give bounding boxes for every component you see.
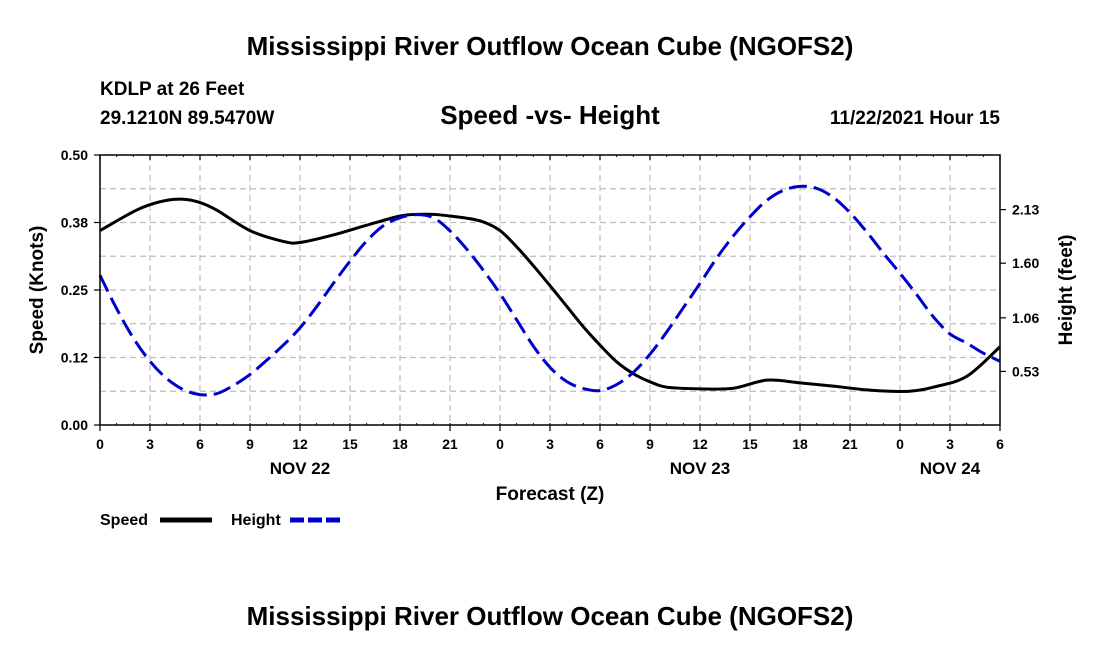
series-layer: [98, 184, 1002, 397]
footer-title: Mississippi River Outflow Ocean Cube (NG…: [247, 601, 854, 631]
legend-speed-label: Speed: [100, 512, 148, 529]
y-left-tick-label: 0.12: [61, 350, 88, 366]
x-tick-label: 0: [896, 436, 904, 452]
grid: [100, 155, 1000, 425]
coordinates-label: 29.1210N 89.5470W: [100, 108, 274, 129]
x-tick-label: 9: [246, 436, 254, 452]
y-right-tick-label: 0.53: [1012, 363, 1039, 379]
chart-subtitle: Speed -vs- Height: [440, 100, 660, 130]
station-label: KDLP at 26 Feet: [100, 79, 245, 100]
legend: Speed Height: [100, 512, 342, 529]
y-right-tick-label: 2.13: [1012, 202, 1039, 218]
series-line-height: [98, 184, 1001, 397]
y-axis-left-title: Speed (Knots): [27, 226, 48, 355]
x-tick-label: 15: [742, 436, 758, 452]
y-axis-right-title: Height (feet): [1056, 235, 1077, 346]
x-tick-label: 0: [96, 436, 104, 452]
x-tick-label: 18: [392, 436, 408, 452]
date-label: NOV 23: [670, 459, 730, 478]
x-tick-label: 3: [546, 436, 554, 452]
x-tick-label: 6: [596, 436, 604, 452]
y-left-tick-label: 0.50: [61, 147, 88, 163]
y-right-tick-label: 1.60: [1012, 255, 1039, 271]
x-tick-label: 15: [342, 436, 358, 452]
x-tick-label: 21: [842, 436, 858, 452]
y-left-tick-label: 0.38: [61, 215, 88, 231]
date-label: NOV 22: [270, 459, 330, 478]
y-left-tick-label: 0.25: [61, 282, 88, 298]
x-axis: 0 3 6 9 12 15 18 21 0 3 6 9 12 15 18 21 0 3 6: [96, 155, 1004, 452]
x-tick-label: 18: [792, 436, 808, 452]
x-tick-label: 21: [442, 436, 458, 452]
y-axis-right: 0.53 1.06 1.60 2.13: [1000, 202, 1039, 379]
legend-height-label: Height: [231, 512, 281, 529]
x-tick-label: 9: [646, 436, 654, 452]
x-tick-label: 6: [196, 436, 204, 452]
date-label: NOV 24: [920, 459, 981, 478]
x-axis-title: Forecast (Z): [496, 484, 605, 505]
x-tick-label: 3: [946, 436, 954, 452]
y-right-tick-label: 1.06: [1012, 310, 1039, 326]
date-labels: NOV 22 NOV 23 NOV 24: [270, 459, 981, 478]
series-line-speed: [99, 197, 1002, 394]
y-axis-left: 0.00 0.12 0.25 0.38 0.50: [61, 147, 100, 433]
x-tick-label: 12: [292, 436, 308, 452]
x-tick-label: 12: [692, 436, 708, 452]
chart-title: Mississippi River Outflow Ocean Cube (NG…: [247, 31, 854, 61]
x-tick-label: 0: [496, 436, 504, 452]
x-tick-label: 6: [996, 436, 1004, 452]
y-left-tick-label: 0.00: [61, 417, 88, 433]
timestamp-label: 11/22/2021 Hour 15: [830, 108, 1000, 129]
x-tick-label: 3: [146, 436, 154, 452]
